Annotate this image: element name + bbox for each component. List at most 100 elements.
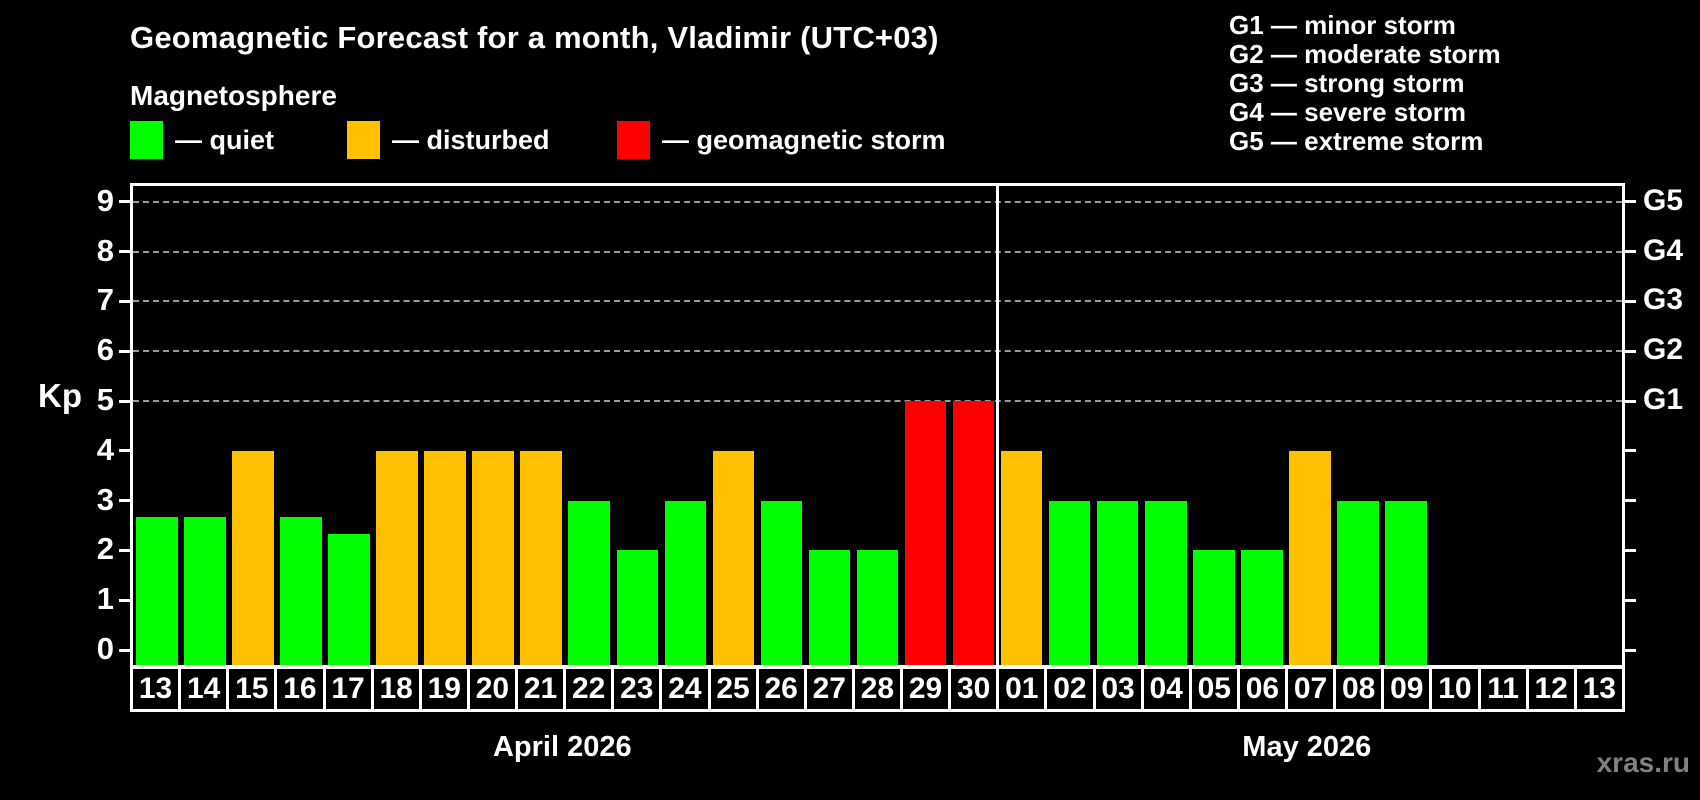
y-axis-tick [119,598,132,602]
y-axis-title: Kp [38,377,82,414]
day-cell: 09 [1381,666,1433,712]
g-legend-line: G4 — severe storm [1229,97,1467,127]
day-cell: 08 [1333,666,1385,712]
day-cell: 01 [996,666,1048,712]
day-cell: 14 [178,666,230,712]
kp-bar [1240,550,1283,665]
day-cell: 23 [611,666,663,712]
magnetosphere-label: Magnetosphere [130,80,337,111]
day-cell: 11 [1477,666,1529,712]
day-cell: 12 [1525,666,1577,712]
day-cell: 07 [1285,666,1337,712]
watermark: xras.ru [1596,747,1690,778]
day-cell: 16 [274,666,326,712]
right-axis-tick [1623,349,1636,353]
day-cell: 19 [418,666,470,712]
day-cell: 29 [900,666,952,712]
y-tick-label: 2 [96,531,114,567]
kp-bar [664,500,707,665]
kp-bar [136,517,178,665]
day-cell: 13 [130,666,182,712]
y-tick-label: 1 [96,581,114,617]
day-cell: 13 [1573,666,1625,712]
day-cell: 27 [803,666,855,712]
g-scale-label-g5: G5 [1643,183,1684,217]
kp-bar [1096,500,1139,665]
day-cell: 02 [1044,666,1096,712]
kp-bar [1337,500,1379,665]
quiet-swatch-icon [130,121,163,159]
kp-bar [472,450,515,665]
kp-bar [328,533,370,665]
gridline-kp6 [133,350,1622,353]
day-cell: 30 [948,666,1000,712]
right-axis-tick [1623,648,1636,652]
right-axis-tick [1623,499,1636,503]
day-cell: 26 [755,666,807,712]
day-cell: 15 [226,666,278,712]
kp-bar [1385,500,1427,665]
y-tick-label: 8 [96,232,114,268]
disturbed-swatch-icon [347,121,380,159]
y-tick-label: 0 [96,631,114,666]
g-scale-label-g3: G3 [1643,283,1684,317]
plot-area [119,183,1636,668]
y-axis-tick [119,449,132,453]
day-cell: 21 [515,666,567,712]
right-axis-tick [1623,399,1636,403]
right-axis-tick [1623,250,1636,254]
y-axis-tick [119,349,132,353]
g-legend-line: G2 — moderate storm [1229,39,1501,69]
kp-bar [904,401,947,665]
month-separator-line [996,186,1000,665]
y-tick-label: 9 [96,182,114,218]
kp-bar [568,500,611,665]
storm-swatch-icon [617,121,650,159]
kp-bar [424,450,467,665]
g-legend-line: G5 — extreme storm [1229,126,1484,156]
month-label: April 2026 [492,731,632,763]
y-axis-tick [119,200,132,204]
kp-bar [1288,450,1331,665]
day-cell: 03 [1092,666,1144,712]
legend-item-quiet: — quiet [130,121,274,159]
y-axis-tick [119,648,132,652]
day-cell: 05 [1188,666,1240,712]
right-axis-tick [1623,598,1636,602]
legend-item-label: — quiet [175,124,274,155]
day-cell: 24 [659,666,711,712]
y-tick-label: 3 [96,481,114,517]
kp-bar [232,450,274,665]
gridline-kp8 [133,250,1622,253]
day-cell: 10 [1429,666,1481,712]
right-axis-tick [1623,200,1636,204]
y-tick-label: 5 [96,382,114,417]
kp-bar [808,550,851,665]
kp-bar [376,450,418,665]
chart-title: Geomagnetic Forecast for a month, Vladim… [130,20,939,55]
g-scale-label-g2: G2 [1643,333,1684,367]
y-axis-tick [119,548,132,552]
g-scale-label-g1: G1 [1643,383,1684,416]
g-scale-legend: G1 — minor storm G2 — moderate storm G3 — … [1229,11,1501,156]
day-cell: 25 [707,666,759,712]
month-label: May 2026 [1242,731,1372,763]
y-axis-tick [119,250,132,254]
day-axis: 13 14 15 16 17 18 19 20 21 22 23 24 25 26 27 28 29 30 01 02… [130,666,1625,712]
g-scale-label-g4: G4 [1643,233,1684,267]
kp-bar [280,517,322,665]
y-tick-label: 7 [96,282,114,318]
right-axis-tick [1623,299,1636,303]
kp-bar [760,500,803,665]
g-legend-line: G3 — strong storm [1229,68,1465,98]
y-axis-tick [119,399,132,403]
kp-bar [1048,500,1091,665]
kp-bar [520,450,563,665]
day-cell: 04 [1140,666,1192,712]
g-legend-line: G1 — minor storm [1229,10,1456,40]
day-cell: 06 [1236,666,1288,712]
y-axis-tick [119,299,132,303]
day-cell: 22 [563,666,615,712]
gridline-kp7 [133,300,1622,303]
kp-bar [712,450,755,665]
